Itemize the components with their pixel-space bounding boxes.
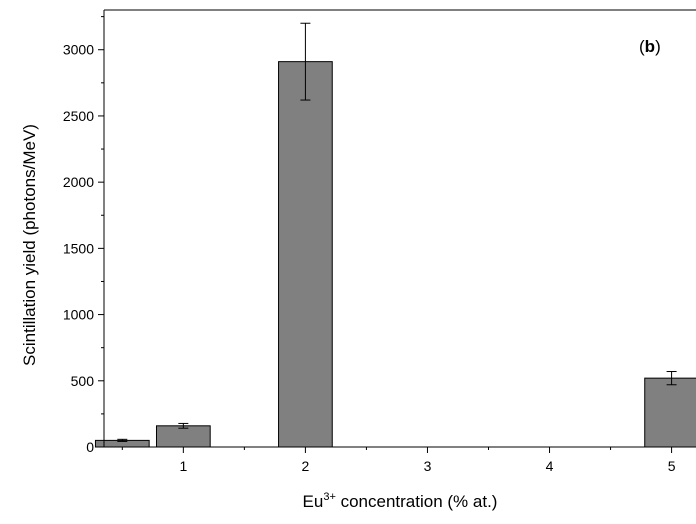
panel-label: (b) — [639, 37, 661, 56]
bars-layer — [94, 61, 696, 448]
x-tick-label-0: 1 — [179, 458, 187, 474]
axes-layer — [103, 9, 696, 448]
ticks-layer: 0 500 1000 1500 2000 2500 3000 1 2 3 4 5 — [63, 16, 676, 474]
x-tick-label-4: 5 — [668, 458, 676, 474]
y-tick-label-1: 500 — [71, 373, 95, 389]
y-axis-title: Scintillation yield (photons/MeV) — [20, 124, 39, 366]
error-bars-layer — [117, 22, 677, 442]
y-tick-label-2: 1000 — [63, 307, 94, 323]
bar-3 — [278, 61, 333, 448]
x-tick-label-2: 3 — [424, 458, 432, 474]
x-axis-title: Eu3+ concentration (% at.) — [303, 491, 498, 511]
bar-9 — [644, 377, 696, 448]
y-tick-label-3: 1500 — [63, 240, 94, 256]
y-tick-label-0: 0 — [86, 439, 94, 455]
x-tick-label-1: 2 — [302, 458, 310, 474]
y-tick-label-6: 3000 — [63, 42, 94, 58]
y-tick-label-4: 2000 — [63, 174, 94, 190]
x-tick-label-3: 4 — [546, 458, 554, 474]
bar-1 — [155, 425, 211, 448]
y-tick-label-5: 2500 — [63, 108, 94, 124]
